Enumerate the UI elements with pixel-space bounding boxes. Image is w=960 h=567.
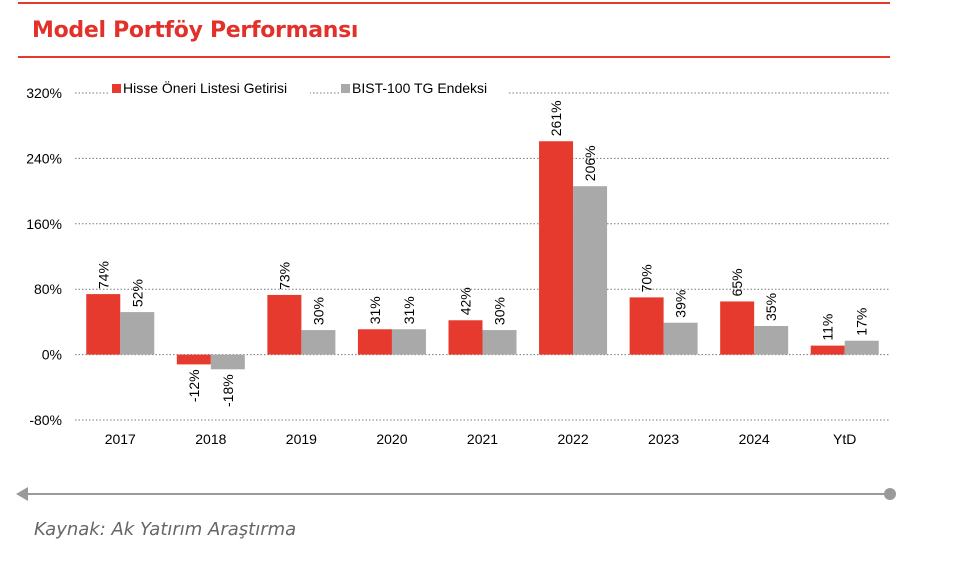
timeline-dot-icon bbox=[884, 488, 896, 500]
legend-item-bg bbox=[110, 80, 310, 96]
bar-hisse-YtD bbox=[810, 345, 845, 355]
x-tick-label: 2017 bbox=[105, 431, 136, 447]
x-tick-label: 2022 bbox=[557, 431, 588, 447]
bar-hisse-2018 bbox=[176, 354, 211, 365]
bar-hisse-2021 bbox=[448, 320, 483, 355]
y-tick-label: 0% bbox=[42, 347, 62, 363]
data-label: 42% bbox=[458, 287, 474, 315]
data-label: 65% bbox=[729, 268, 745, 296]
data-label: 206% bbox=[582, 145, 598, 181]
legend-swatch bbox=[341, 84, 350, 93]
arrow-left-icon bbox=[16, 487, 28, 501]
source-note: Kaynak: Ak Yatırım Araştırma bbox=[34, 519, 297, 540]
data-label: 74% bbox=[95, 261, 111, 289]
bar-bist-2019 bbox=[301, 330, 336, 355]
bar-bist-2018 bbox=[210, 354, 245, 370]
top-rule bbox=[18, 2, 890, 4]
y-tick-label: 80% bbox=[34, 281, 62, 297]
data-label: 52% bbox=[129, 279, 145, 307]
data-label: 17% bbox=[854, 308, 870, 336]
bar-bist-2024 bbox=[754, 325, 789, 355]
bar-bist-2017 bbox=[120, 312, 155, 355]
data-label: 261% bbox=[548, 100, 564, 136]
bar-bist-YtD bbox=[844, 340, 879, 355]
bar-bist-2020 bbox=[391, 329, 426, 355]
data-label: -12% bbox=[186, 369, 202, 402]
data-label: 30% bbox=[310, 297, 326, 325]
x-tick-label: 2021 bbox=[467, 431, 498, 447]
bar-bist-2023 bbox=[663, 322, 698, 355]
y-tick-label: 320% bbox=[26, 85, 62, 101]
bar-hisse-2024 bbox=[720, 301, 755, 355]
x-tick-label: 2020 bbox=[376, 431, 407, 447]
data-label: 31% bbox=[367, 296, 383, 324]
legend-item-bg bbox=[339, 80, 509, 96]
data-label: 31% bbox=[401, 296, 417, 324]
page-title: Model Portföy Performansı bbox=[32, 18, 359, 43]
data-label: 39% bbox=[673, 290, 689, 318]
data-label: 35% bbox=[763, 293, 779, 321]
bar-hisse-2017 bbox=[86, 294, 121, 355]
data-label: 73% bbox=[276, 262, 292, 290]
title-rule bbox=[18, 56, 890, 58]
bar-bist-2021 bbox=[482, 330, 517, 355]
data-label: 30% bbox=[492, 297, 508, 325]
x-tick-label: 2018 bbox=[195, 431, 226, 447]
y-tick-label: 160% bbox=[26, 216, 62, 232]
x-tick-label: 2019 bbox=[286, 431, 317, 447]
bar-hisse-2022 bbox=[539, 141, 574, 355]
bar-bist-2022 bbox=[573, 186, 608, 355]
legend-label: Hisse Öneri Listesi Getirisi bbox=[123, 79, 287, 96]
x-tick-label: 2023 bbox=[648, 431, 679, 447]
x-tick-label: 2024 bbox=[739, 431, 770, 447]
timeline-line bbox=[26, 493, 888, 495]
y-tick-label: 240% bbox=[26, 150, 62, 166]
legend-swatch bbox=[112, 84, 121, 93]
data-label: -18% bbox=[220, 374, 236, 407]
legend-label: BIST-100 TG Endeksi bbox=[352, 80, 487, 96]
y-tick-label: -80% bbox=[29, 412, 62, 428]
data-label: 11% bbox=[820, 314, 836, 341]
bar-chart: 320% 240% 160% 80% 0% -80% 74% 52% 2017 -12% -18% 2… bbox=[26, 79, 890, 447]
x-tick-label: YtD bbox=[833, 431, 856, 447]
data-label: 70% bbox=[639, 264, 655, 292]
bar-hisse-2023 bbox=[629, 297, 664, 355]
bar-hisse-2020 bbox=[357, 329, 392, 355]
bar-hisse-2019 bbox=[267, 294, 302, 355]
